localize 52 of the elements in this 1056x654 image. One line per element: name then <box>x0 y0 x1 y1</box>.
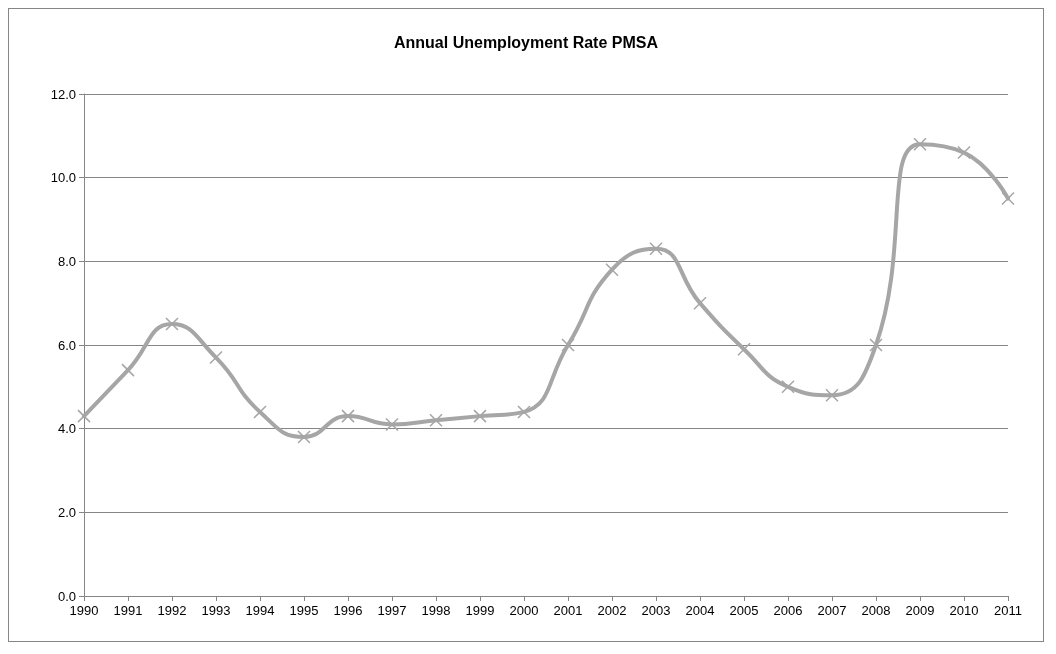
point <box>165 317 179 331</box>
y-tick-label: 0.0 <box>57 588 76 604</box>
x-tick-label: 2011 <box>994 603 1022 618</box>
x-tick-label: 2007 <box>817 603 847 618</box>
point <box>77 409 91 423</box>
x-tick-label: 2002 <box>597 603 627 618</box>
x-tick-label: 1997 <box>377 603 407 618</box>
point <box>341 409 355 423</box>
point <box>473 409 487 423</box>
point <box>605 262 619 277</box>
point <box>1001 191 1015 206</box>
y-tick-label: 10.0 <box>50 170 76 186</box>
y-tick-label: 4.0 <box>57 421 76 437</box>
x-tick-label: 1994 <box>245 603 275 618</box>
point <box>913 137 927 151</box>
point <box>825 388 839 402</box>
point <box>121 363 135 377</box>
point <box>693 296 707 310</box>
y-tick-label: 12.0 <box>50 86 76 102</box>
point <box>429 413 443 428</box>
y-tick-label: 6.0 <box>57 337 76 353</box>
x-tick-label: 2005 <box>729 603 759 618</box>
point <box>781 380 795 394</box>
x-tick-label: 2009 <box>905 603 935 618</box>
x-tick-label: 2010 <box>949 603 979 618</box>
point <box>385 417 399 432</box>
point <box>649 242 663 256</box>
chart-title: Annual Unemployment Rate PMSA <box>393 33 659 51</box>
y-tick-label: 8.0 <box>57 253 76 269</box>
x-tick-label: 1999 <box>465 603 495 618</box>
x-tick-label: 1998 <box>421 603 451 618</box>
x-tick-label: 1993 <box>201 603 231 618</box>
x-tick-label: 1995 <box>289 603 319 618</box>
point <box>517 405 531 419</box>
x-tick-label: 2001 <box>553 603 583 618</box>
point <box>209 350 223 365</box>
point <box>561 338 575 352</box>
x-tick-label: 1996 <box>333 603 363 618</box>
x-tick-label: 2006 <box>773 603 803 618</box>
point <box>869 338 883 352</box>
point <box>957 145 971 160</box>
x-tick-label: 2003 <box>641 603 671 618</box>
point <box>297 430 311 444</box>
x-tick-label: 1991 <box>113 603 143 618</box>
point <box>737 342 751 356</box>
point <box>253 405 267 419</box>
x-tick-label: 2008 <box>861 603 891 618</box>
x-tick-label: 2000 <box>509 603 539 618</box>
y-tick-label: 2.0 <box>57 504 76 520</box>
x-tick-label: 1992 <box>157 603 187 618</box>
x-tick-label: 2004 <box>685 603 715 618</box>
x-tick-label: 1990 <box>69 603 99 618</box>
